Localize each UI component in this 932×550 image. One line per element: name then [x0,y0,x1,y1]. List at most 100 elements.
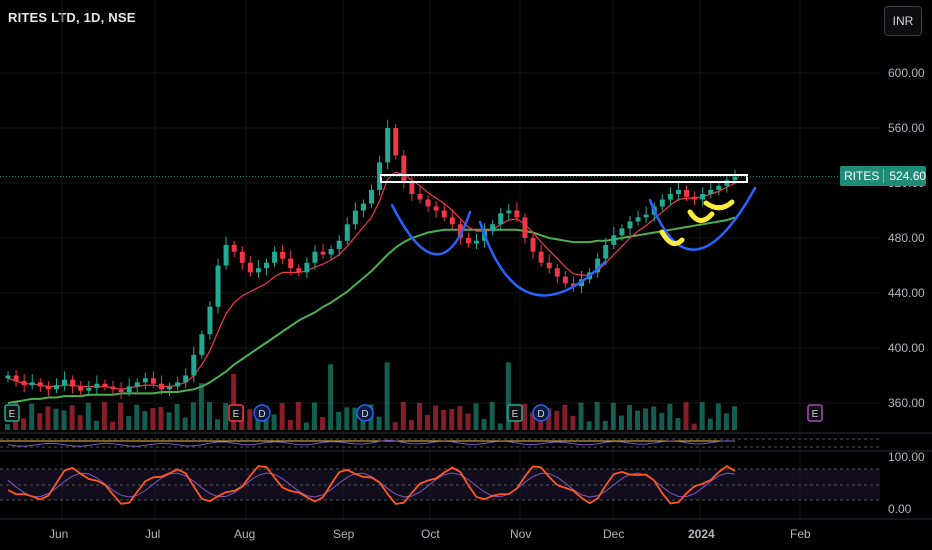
volume-bar [126,416,132,430]
volume-bar [433,405,439,430]
volume-bar [400,402,406,430]
volume-bar [190,402,196,430]
volume-bar [37,413,43,430]
volume-bar [416,403,422,430]
handle-1 [659,229,685,247]
volume-bar [85,402,91,430]
candle-body [263,262,269,269]
candle-body [336,240,342,249]
candle-body [538,251,544,263]
candle-body [522,217,528,238]
volume-bar [134,404,140,430]
volume-bar [530,412,536,430]
volume-bar [659,412,665,430]
rsi-panel [0,432,932,448]
volume-bar [441,409,447,430]
volume-bar [93,420,99,430]
cup-handle-annotations [0,174,880,297]
candle-body [175,382,181,387]
time-tick-label: 2024 [688,527,715,541]
volume-bar [231,373,237,430]
candle-body [158,383,164,390]
handle-2 [687,209,715,223]
candle-body [425,199,431,207]
volume-bar [691,423,697,430]
candle-body [272,251,278,263]
candle-body [215,265,221,307]
candle-body [304,262,310,273]
volume-bar [206,402,212,430]
volume-bar [626,404,632,430]
price-tag: RITES 524.60 [840,166,926,186]
candle-body [457,224,463,238]
price-tag-symbol: RITES [840,169,885,183]
marker-label: D [537,409,544,420]
volume-bar [110,421,116,430]
volume-bar [118,402,124,430]
volume-bar [610,402,616,430]
volume-bar [69,405,75,430]
candle-body [255,268,261,273]
candle-body [700,194,706,200]
candle-body [239,251,245,263]
time-tick-label: Nov [510,527,531,541]
volume-bar [578,402,584,430]
volume-bar [586,421,592,430]
candle-body [247,262,253,273]
marker-label: E [9,409,16,420]
volume-bar [61,410,67,430]
candle-body [78,386,84,391]
volume-bar [303,422,309,430]
volume-bar [247,409,253,430]
candle-body [29,382,35,386]
volume-bar [166,412,172,430]
candle-body [643,214,649,218]
candle-body [223,244,229,266]
candle-body [183,375,189,383]
candle-body [570,283,576,287]
marker-label: D [361,409,368,420]
candle-body [708,189,714,194]
stoch-d-line [7,472,736,498]
volume-bar [287,419,293,430]
volume-bar [279,403,285,430]
candle-body [675,189,681,194]
candle-body [401,155,407,183]
volume-bar [53,408,59,430]
candle-body [320,251,326,255]
earnings-marker [4,404,20,422]
candle-body [62,379,68,386]
volume-bar [45,406,51,430]
candle-body [70,379,76,387]
candle-body [659,199,665,207]
time-tick-label: Oct [421,527,440,541]
time-tick-label: Aug [234,527,255,541]
currency-button[interactable]: INR [884,6,922,36]
volume-bar [150,407,156,430]
candle-body [288,258,294,269]
earnings-marker [507,404,523,422]
candle-body [684,189,690,197]
volume-bar [101,402,107,430]
volume-bar [271,414,277,430]
candle-body [393,128,399,156]
cup-main [478,220,607,297]
volume-bar [223,403,229,430]
candle-body [126,386,132,392]
volume-bar [546,408,552,430]
candle-body [562,276,568,284]
dividend-marker [532,404,550,422]
marker-label: D [258,409,265,420]
candle-body [167,386,173,390]
volume-bar [457,406,463,430]
stoch-tick-label: 0.00 [888,502,912,516]
volume-bar [594,402,600,430]
candle-body [191,354,197,376]
rsi-line [7,439,736,447]
candle-body [409,183,415,194]
volume-bar [707,418,713,430]
candle-body [530,238,536,252]
candle-body [369,189,374,204]
candle-body [5,375,11,379]
